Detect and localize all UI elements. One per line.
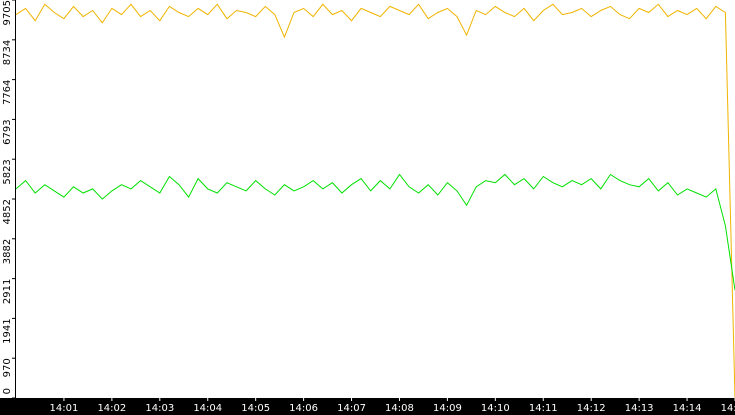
x-tick-label: 14:03: [145, 403, 174, 414]
x-tick-label: 14:08: [385, 403, 414, 414]
y-tick-label: 5823: [2, 159, 13, 184]
x-tick-label: 14:11: [529, 403, 558, 414]
x-tick-label: 14:13: [625, 403, 654, 414]
y-tick-label: 970: [2, 358, 13, 377]
series-line: [15, 173, 735, 291]
y-tick-label: 1941: [2, 318, 13, 343]
x-tick-label: 14:14: [673, 403, 702, 414]
y-tick-label: 8734: [2, 40, 13, 65]
x-tick-label: 14:01: [50, 403, 79, 414]
y-tick-label: 3882: [2, 239, 13, 264]
y-tick-label: 4852: [2, 199, 13, 224]
x-axis-bar: [0, 398, 735, 415]
y-tick-label: 6793: [2, 119, 13, 144]
x-tick-label: 14:15: [721, 403, 735, 414]
x-tick-label: 14:12: [577, 403, 606, 414]
y-tick-label: 7764: [2, 80, 13, 105]
x-tick-label: 14:04: [193, 403, 222, 414]
x-tick-label: 14:05: [241, 403, 270, 414]
y-tick-label: 2911: [2, 279, 13, 304]
x-tick-label: 14:02: [97, 403, 126, 414]
series-line: [15, 3, 735, 399]
y-tick-label: 0: [2, 388, 13, 394]
x-tick-label: 14:09: [433, 403, 462, 414]
y-tick-label: 9705: [2, 0, 13, 25]
x-tick-label: 14:07: [337, 403, 366, 414]
x-tick-label: 14:06: [289, 403, 318, 414]
x-tick-label: 14:10: [481, 403, 510, 414]
